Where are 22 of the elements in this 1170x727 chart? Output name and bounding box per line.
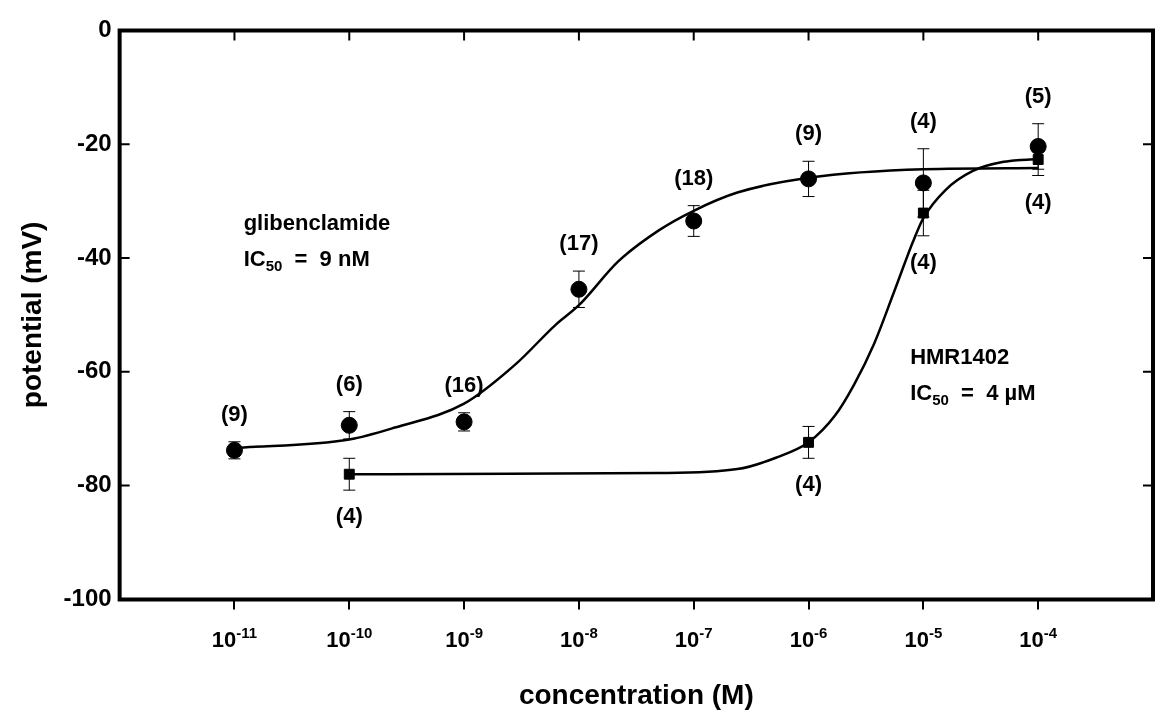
- annotation: (6): [335, 370, 363, 396]
- annotation: (5): [1024, 82, 1052, 108]
- annotation: glibenclamide: [243, 209, 391, 235]
- y-tick-label: -20: [76, 128, 112, 156]
- annotation: (4): [909, 107, 937, 133]
- y-tick-label: 0: [98, 15, 112, 43]
- annotation: (18): [674, 164, 714, 190]
- y-tick-label: -40: [76, 242, 112, 270]
- y-tick-label: -100: [63, 584, 112, 612]
- x-axis-title: concentration (M): [518, 678, 754, 710]
- annotation: (9): [221, 400, 248, 426]
- y-axis-title: potential (mV): [15, 221, 47, 409]
- annotation: (4): [1024, 188, 1052, 214]
- annotation: HMR1402: [910, 344, 1010, 370]
- annotation: (17): [559, 230, 599, 256]
- annotation: (16): [444, 371, 484, 397]
- annotation: (4): [795, 471, 822, 497]
- annotation: (9): [795, 120, 822, 146]
- annotation: (4): [909, 248, 937, 274]
- annotation: (4): [335, 503, 363, 529]
- y-tick-label: -80: [76, 470, 112, 498]
- y-tick-label: -60: [76, 356, 112, 384]
